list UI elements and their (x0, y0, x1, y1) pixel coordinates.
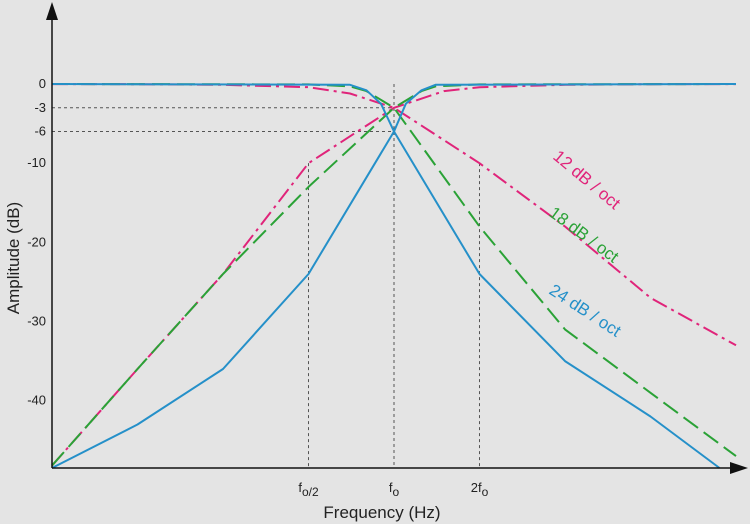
y-axis-arrow (46, 2, 58, 20)
slope-label-2: 24 dB / oct (546, 280, 625, 340)
x-tick-labels: fo/2 fo 2fo (298, 480, 488, 499)
guide-lines (52, 84, 480, 468)
series-24-highpass-line (51, 83, 737, 469)
y-tick-label: -10 (27, 155, 46, 170)
y-tick-labels: 0 -3 -6 -10 -20 -30 -40 (27, 76, 46, 408)
slope-label-0: 12 dB / oct (549, 146, 624, 213)
y-tick-label: -40 (27, 393, 46, 408)
filter-curves (51, 83, 737, 469)
series-12-highpass-line (51, 83, 737, 467)
x-tick-label: 2fo (471, 480, 489, 499)
series-24-lowpass-line (51, 83, 721, 469)
y-tick-label: 0 (39, 76, 46, 91)
slope-label-1: 18 dB / oct (546, 203, 623, 267)
axes (46, 2, 748, 474)
y-tick-label: -30 (27, 314, 46, 329)
y-tick-label: -6 (34, 124, 46, 139)
x-axis-title: Frequency (Hz) (323, 503, 440, 522)
x-tick-label: fo (389, 480, 400, 499)
y-tick-label: -3 (34, 100, 46, 115)
x-axis-arrow (730, 462, 748, 474)
x-tick-label: fo/2 (298, 480, 319, 499)
y-axis-title: Amplitude (dB) (4, 202, 23, 314)
y-tick-label: -20 (27, 234, 46, 249)
